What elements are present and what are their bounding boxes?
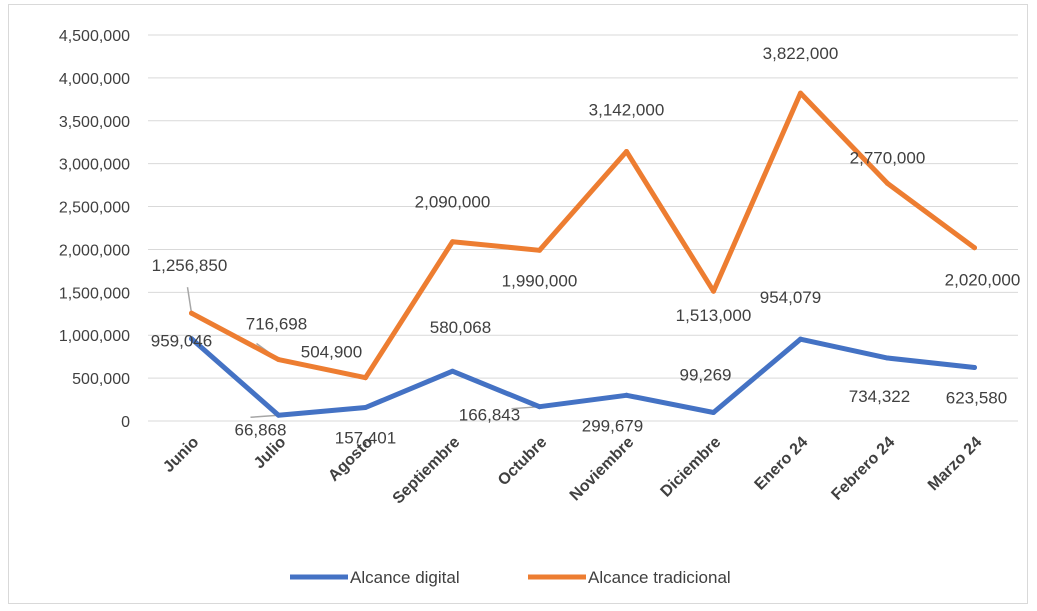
- data-point: [363, 375, 368, 381]
- data-label: 3,822,000: [763, 44, 839, 63]
- gridlines: [148, 34, 1018, 422]
- data-point: [537, 404, 542, 410]
- data-point: [972, 365, 977, 371]
- legend-label: Alcance digital: [350, 568, 460, 587]
- data-label: 2,090,000: [415, 193, 491, 212]
- x-tick-label: Junio: [160, 434, 202, 476]
- legend: Alcance digital Alcance tradicional: [290, 568, 731, 587]
- data-label: 2,020,000: [945, 271, 1021, 290]
- data-point: [450, 368, 455, 374]
- y-tick-label: 1,000,000: [59, 328, 130, 345]
- data-point: [972, 245, 977, 251]
- x-tick-label: Octubre: [495, 434, 550, 489]
- y-tick-label: 500,000: [72, 371, 130, 388]
- data-label: 166,843: [459, 406, 520, 425]
- legend-item-1: Alcance tradicional: [528, 568, 731, 587]
- x-tick-label: Febrero 24: [828, 434, 898, 504]
- data-label: 2,770,000: [850, 148, 926, 167]
- legend-item-0: Alcance digital: [290, 568, 460, 587]
- data-label: 734,322: [849, 387, 910, 406]
- y-tick-label: 3,500,000: [59, 114, 130, 131]
- data-point: [711, 288, 716, 294]
- series-lines: [189, 90, 977, 418]
- data-point: [276, 357, 281, 363]
- legend-label: Alcance tradicional: [588, 568, 731, 587]
- data-label: 1,256,850: [152, 256, 228, 275]
- data-point: [189, 336, 194, 342]
- data-label: 623,580: [946, 389, 1007, 408]
- y-tick-label: 4,500,000: [59, 28, 130, 45]
- y-tick-label: 0: [121, 414, 130, 431]
- y-tick-label: 1,500,000: [59, 285, 130, 302]
- leader-line: [250, 414, 279, 419]
- data-point: [798, 336, 803, 342]
- data-point: [189, 310, 194, 316]
- y-axis-ticks: 0 500,000 1,000,000 1,500,000 2,000,000 2,500…: [59, 28, 130, 431]
- data-label: 954,079: [760, 288, 821, 307]
- y-tick-label: 2,500,000: [59, 200, 130, 217]
- x-tick-label: Diciembre: [658, 434, 725, 501]
- data-label: 3,142,000: [589, 100, 665, 119]
- data-label: 959,046: [151, 332, 212, 351]
- data-point: [537, 247, 542, 253]
- data-point: [363, 404, 368, 410]
- data-point: [885, 180, 890, 186]
- data-label: 716,698: [246, 315, 307, 334]
- y-tick-label: 4,000,000: [59, 71, 130, 88]
- leader-line: [186, 287, 193, 314]
- y-tick-label: 3,000,000: [59, 157, 130, 174]
- data-label: 157,401: [335, 428, 396, 447]
- x-tick-label: Enero 24: [752, 434, 812, 494]
- data-point: [450, 239, 455, 245]
- data-label: 1,513,000: [676, 306, 752, 325]
- x-axis-ticks: Junio Julio Agosto Septiembre Octubre Noviemb…: [160, 434, 985, 508]
- series-line-1: [189, 90, 977, 381]
- data-labels: 959,046 66,868 157,401 580,068 166,843 299,67…: [151, 44, 1021, 447]
- chart-frame: [8, 4, 1028, 604]
- data-point: [711, 409, 716, 415]
- y-tick-label: 2,000,000: [59, 242, 130, 259]
- data-label: 99,269: [680, 365, 732, 384]
- data-point: [624, 148, 629, 154]
- series-line-0: [189, 336, 977, 418]
- x-tick-label: Septiembre: [390, 434, 464, 508]
- data-point: [798, 90, 803, 96]
- data-label: 299,679: [582, 416, 643, 435]
- data-point: [276, 412, 281, 418]
- data-point: [624, 392, 629, 398]
- x-tick-label: Marzo 24: [925, 434, 986, 495]
- x-tick-label: Noviembre: [567, 434, 638, 505]
- x-tick-label: Julio: [251, 434, 290, 473]
- data-point: [885, 355, 890, 361]
- data-label: 504,900: [301, 343, 362, 362]
- data-label: 580,068: [430, 318, 491, 337]
- data-label-leaders: [186, 287, 540, 419]
- data-label: 66,868: [235, 420, 287, 439]
- data-label: 1,990,000: [502, 271, 578, 290]
